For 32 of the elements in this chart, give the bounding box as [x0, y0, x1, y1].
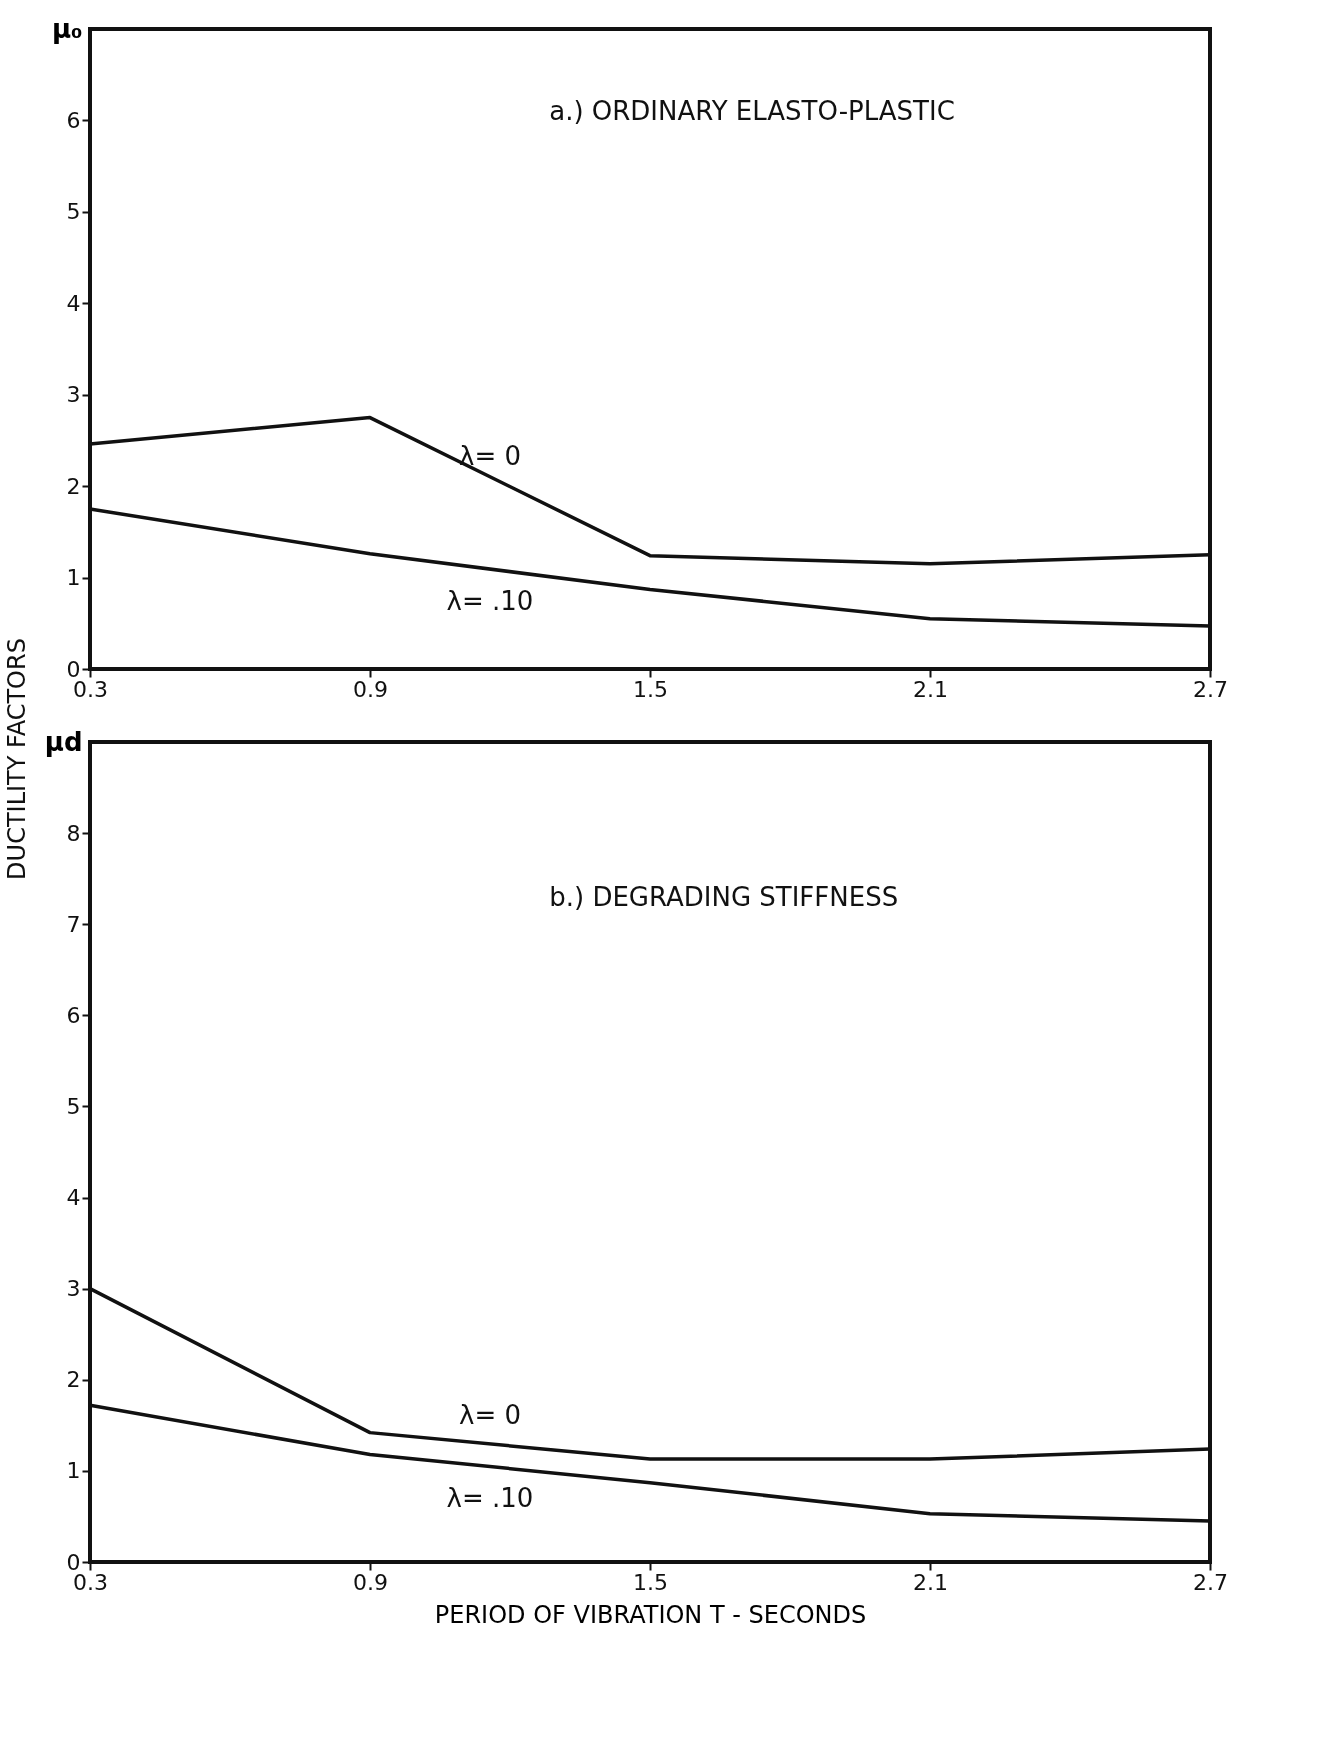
series-label: λ= .10: [446, 1482, 534, 1513]
y-tick-label: 1: [66, 565, 81, 591]
text: DUCTILITY FACTORS: [3, 638, 31, 880]
y-tick-label: 6: [66, 1002, 81, 1028]
y-tick-label: 8: [66, 820, 81, 846]
x-tick-label: 2.1: [913, 676, 948, 702]
y-tick-label: 6: [66, 107, 81, 133]
y-tick-label: 7: [66, 911, 81, 937]
x-tick-label: 1.5: [633, 676, 668, 702]
x-tick-label: 2.1: [913, 1569, 948, 1595]
x-tick-label: 0.9: [353, 1569, 388, 1595]
y-axis-title: μd: [44, 726, 83, 757]
series-label: λ= 0: [459, 1399, 521, 1430]
y-tick-label: 2: [66, 473, 81, 499]
x-axis-title: PERIOD OF VIBRATION T - SECONDS: [434, 1600, 867, 1629]
y-tick-label: 4: [66, 290, 81, 316]
y-tick-label: 3: [66, 382, 81, 408]
y-tick-label: 1: [66, 1458, 81, 1484]
y-tick-label: 2: [66, 1367, 81, 1393]
y-tick-label: 5: [66, 199, 81, 225]
x-tick-label: 2.7: [1193, 676, 1228, 702]
x-tick-label: 1.5: [633, 1569, 668, 1595]
y-tick-label: 4: [66, 1185, 81, 1211]
text: b.) DEGRADING STIFFNESS: [549, 881, 899, 912]
series-label: λ= 0: [459, 440, 521, 471]
series-label: λ= .10: [446, 585, 534, 616]
y-tick-label: 5: [66, 1093, 81, 1119]
y-tick-label: 3: [66, 1276, 81, 1302]
x-tick-label: 0.9: [353, 676, 388, 702]
text: a.) ORDINARY ELASTO-PLASTIC: [549, 96, 955, 127]
y-axis-title: μ₀: [51, 13, 83, 44]
x-tick-label: 2.7: [1193, 1569, 1228, 1595]
